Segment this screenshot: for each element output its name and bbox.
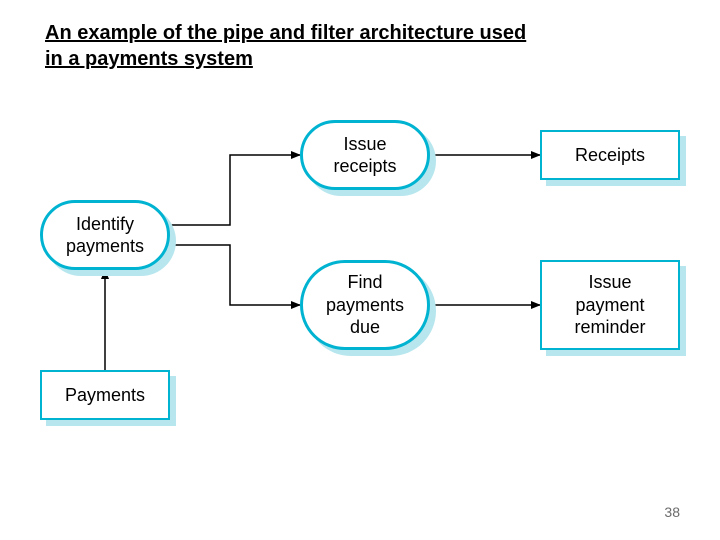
node-receipts: Receipts bbox=[540, 130, 680, 180]
flowchart: Identify payments Issue receipts Find paym… bbox=[40, 120, 680, 450]
node-label-find: Find payments due bbox=[326, 271, 404, 339]
node-payments: Payments bbox=[40, 370, 170, 420]
node-label-reminder: Issue payment reminder bbox=[574, 271, 645, 339]
node-label-payments: Payments bbox=[65, 384, 145, 407]
node-label-issue: Issue receipts bbox=[333, 133, 396, 178]
node-issue: Issue receipts bbox=[300, 120, 430, 190]
node-find: Find payments due bbox=[300, 260, 430, 350]
node-label-receipts: Receipts bbox=[575, 144, 645, 167]
page-title: An example of the pipe and filter archit… bbox=[45, 20, 545, 72]
page-number: 38 bbox=[664, 504, 680, 520]
edge-identify-to-find bbox=[170, 245, 300, 305]
node-identify: Identify payments bbox=[40, 200, 170, 270]
edge-identify-to-issue bbox=[170, 155, 300, 225]
node-label-identify: Identify payments bbox=[66, 213, 144, 258]
node-reminder: Issue payment reminder bbox=[540, 260, 680, 350]
